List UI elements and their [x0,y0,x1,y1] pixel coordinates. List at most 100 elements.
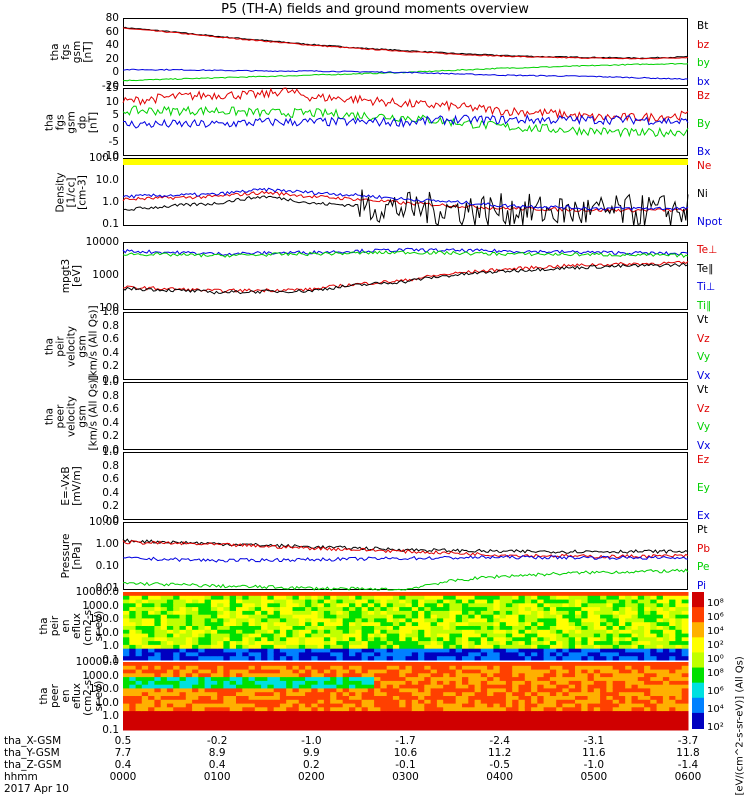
heatmap-cell [568,626,576,631]
heatmap-cell [361,633,369,638]
heatmap-cell [537,665,545,671]
heatmap-cell [210,703,218,708]
heatmap-cell [499,680,507,686]
heatmap-cell [618,684,626,689]
heatmap-cell [480,696,488,701]
heatmap-cell [217,726,224,731]
heatmap-cell [374,688,381,693]
heatmap-cell [625,718,632,723]
heatmap-cell [242,718,250,723]
heatmap-cell [323,599,331,604]
heatmap-cell [612,633,620,638]
heatmap-cell [367,673,375,678]
heatmap-cell [587,641,595,646]
heatmap-cell [192,614,199,619]
heatmap-cell [675,626,683,631]
heatmap-cell [198,684,206,689]
heatmap-cell [154,603,162,608]
heatmap-cell [367,644,375,650]
heatmap-cell [173,622,180,627]
heatmap-cell [462,699,469,705]
heatmap-cell [336,703,344,708]
heatmap-cell [123,665,130,671]
heatmap-cell [587,603,595,608]
heatmap-cell [148,692,155,697]
heatmap-cell [254,592,262,597]
heatmap-cell [644,648,651,653]
heatmap-cell [392,665,400,671]
heatmap-cell [650,722,658,727]
y-tick-label: 80 [105,12,119,24]
heatmap-cell [669,669,676,674]
heatmap-cell [349,599,356,604]
heatmap-cell [236,673,243,678]
heatmap-cell [562,618,570,623]
heatmap-cell [518,703,526,708]
heatmap-cell [305,614,312,619]
heatmap-cell [625,669,632,674]
series-Ti∥-line [122,250,689,258]
heatmap-cell [405,644,413,650]
heatmap-cell [298,662,306,667]
heatmap-cell [267,633,275,638]
heatmap-cell [279,633,287,638]
heatmap-cell [443,677,450,682]
heatmap-cell [675,707,683,712]
heatmap-cell [581,592,589,597]
heatmap-cell [399,592,406,597]
heatmap-cell [160,673,168,678]
heatmap-cell [424,614,432,619]
heatmap-cell [631,592,639,597]
heatmap-cell [374,633,381,638]
heatmap-cell [411,629,419,635]
heatmap-cell [606,703,614,708]
heatmap-cell [311,680,319,686]
y-tick-label: 1.0 [102,446,119,458]
heatmap-cell [512,626,519,631]
heatmap-cell [625,684,632,689]
heatmap-cell [210,673,218,678]
heatmap-cell [443,662,450,667]
heatmap-cell [342,656,350,661]
heatmap-cell [512,696,519,701]
heatmap-cell [549,665,557,671]
heatmap-cell [556,641,563,646]
heatmap-cell [644,629,651,635]
heatmap-cell [330,726,337,731]
heatmap-cell [487,703,494,708]
heatmap-cell [675,692,683,697]
heatmap-cell [135,656,143,661]
heatmap-cell [210,662,218,667]
heatmap-cell [449,592,457,597]
heatmap-cell [568,599,576,604]
heatmap-cell [455,696,463,701]
heatmap-cell [173,707,180,712]
heatmap-cell [336,592,344,597]
heatmap-cell [223,665,231,671]
heatmap-cell [160,714,168,720]
heatmap-cell [662,607,670,612]
heatmap-cell [625,722,632,727]
heatmap-cell [242,607,250,612]
heatmap-cell [236,614,243,619]
heatmap-cell [229,626,237,631]
heatmap-cell [411,703,419,708]
heatmap-cell [248,610,256,616]
heatmap-cell [499,699,507,705]
heatmap-cell [568,696,576,701]
heatmap-cell [349,603,356,608]
colorbar-tick: 10⁶ [707,686,724,697]
heatmap-cell [392,629,400,635]
heatmap-cell [160,726,168,731]
heatmap-cell [656,641,664,646]
heatmap-cell [236,684,243,689]
heatmap-cell [355,711,363,716]
heatmap-cell [537,595,545,601]
heatmap-cell [192,707,199,712]
heatmap-cell [625,644,632,650]
heatmap-cell [317,696,325,701]
heatmap-cell [556,614,563,619]
heatmap-cell [355,599,363,604]
heatmap-cell [248,707,256,712]
heatmap-cell [405,718,413,723]
